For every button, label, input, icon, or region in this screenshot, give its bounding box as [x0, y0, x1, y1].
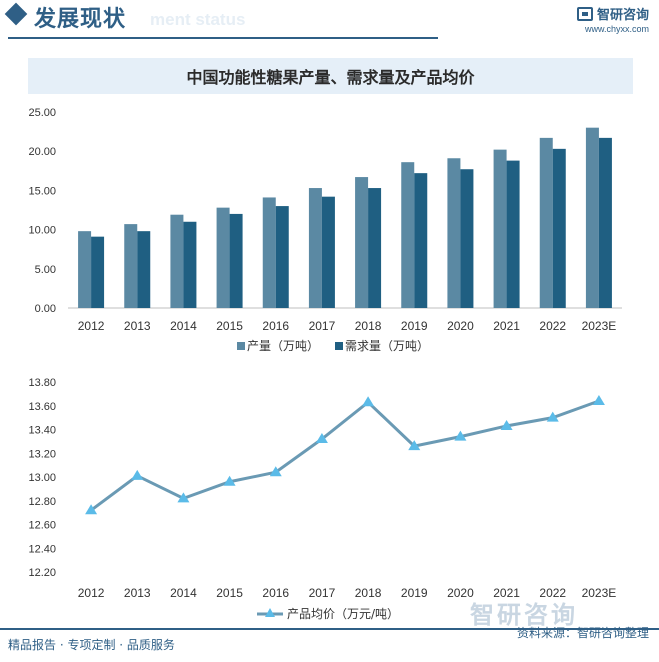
- y-tick-label: 13.00: [28, 472, 56, 484]
- price-line: [90, 399, 600, 512]
- x-tick-label: 2022: [539, 586, 566, 600]
- x-tick-label: 2013: [124, 586, 151, 600]
- y-tick-label: 12.80: [28, 496, 56, 508]
- price-point: [85, 504, 98, 515]
- section-subtitle-ghost: ment status: [150, 10, 246, 29]
- price-point: [546, 411, 559, 422]
- x-tick-label: 2023E: [582, 319, 617, 333]
- chart-title: 中国功能性糖果产量、需求量及产品均价: [186, 68, 475, 87]
- price-point: [315, 433, 328, 443]
- bar-demand: [460, 169, 474, 308]
- bar-chart: 0.00 5.00 10.00 15.00 20.00 25.00 2012 2013 201…: [28, 107, 622, 353]
- bar-demand: [275, 206, 289, 308]
- x-tick-label: 2015: [216, 586, 243, 600]
- y-tick-label: 13.20: [28, 448, 56, 460]
- header-divider: [8, 37, 438, 39]
- y-tick-label: 13.60: [28, 401, 56, 413]
- bar-production: [262, 197, 276, 308]
- x-tick-label: 2014: [170, 586, 197, 600]
- bar-production: [216, 207, 230, 308]
- brand-logo: 智研咨询 www.chyxx.com: [576, 4, 649, 34]
- x-tick-label: 2018: [355, 319, 382, 333]
- bar-production: [308, 188, 322, 308]
- x-tick-label: 2021: [493, 319, 520, 333]
- bar-demand: [506, 160, 520, 308]
- y-tick-label: 12.60: [28, 520, 56, 532]
- bar-production: [585, 127, 599, 309]
- bar-demand: [368, 188, 382, 308]
- y-tick-label: 15.00: [28, 185, 56, 197]
- x-tick-label: 2017: [309, 586, 336, 600]
- y-tick-label: 12.40: [28, 543, 56, 555]
- price-point: [223, 475, 236, 486]
- section-title: 发展现状: [34, 7, 127, 32]
- price-point: [269, 466, 282, 477]
- price-point: [592, 395, 605, 405]
- x-tick-label: 2014: [170, 319, 197, 333]
- x-tick-label: 2016: [262, 586, 289, 600]
- header: 发展现状 ment status 智研咨询 www.chyxx.com: [0, 0, 659, 42]
- y-tick-label: 25.00: [28, 107, 56, 119]
- legend-marker: [265, 608, 275, 617]
- brand-name: 智研咨询: [596, 8, 649, 23]
- bar-production: [493, 149, 507, 308]
- legend-swatch: [335, 342, 343, 350]
- legend-swatch: [237, 342, 245, 350]
- y-tick-label: 13.40: [28, 425, 56, 437]
- bar-demand: [229, 213, 243, 308]
- x-tick-label: 2016: [262, 319, 289, 333]
- price-point: [177, 492, 190, 503]
- x-tick-label: 2023E: [582, 586, 617, 600]
- price-point: [362, 396, 375, 407]
- x-tick-label: 2019: [401, 319, 428, 333]
- bar-demand: [91, 236, 105, 308]
- x-tick-label: 2017: [309, 319, 336, 333]
- bar-production: [170, 214, 184, 308]
- bar-demand: [183, 221, 197, 308]
- bar-production: [447, 158, 461, 308]
- bar-production: [401, 162, 415, 308]
- legend-label: 产品均价（万元/吨）: [287, 607, 399, 621]
- footer-tagline: 精品报告 · 专项定制 · 品质服务: [8, 638, 175, 652]
- x-tick-label: 2020: [447, 586, 474, 600]
- price-point: [408, 440, 421, 451]
- y-tick-label: 12.20: [28, 567, 56, 579]
- x-tick-label: 2018: [355, 586, 382, 600]
- bar-production: [124, 224, 138, 308]
- y-tick-label: 20.00: [28, 146, 56, 158]
- chart-title-band: [28, 58, 633, 94]
- x-tick-label: 2019: [401, 586, 428, 600]
- bar-production: [78, 231, 92, 308]
- x-tick-label: 2013: [124, 319, 151, 333]
- price-point: [454, 430, 467, 441]
- price-point: [131, 469, 144, 480]
- bar-demand: [552, 148, 566, 308]
- diamond-icon: [4, 2, 28, 26]
- line-chart: 12.20 12.40 12.60 12.80 13.00 13.20 13.40 13.60…: [28, 377, 617, 621]
- bar-production: [539, 137, 553, 308]
- brand-mark-icon: [576, 6, 593, 21]
- footer-divider: [0, 628, 659, 630]
- y-tick-label: 0.00: [35, 303, 56, 315]
- legend-label: 需求量（万吨）: [345, 339, 429, 353]
- x-tick-label: 2012: [78, 586, 105, 600]
- legend-label: 产量（万吨）: [247, 339, 319, 353]
- bar-demand: [598, 137, 612, 308]
- watermark-logo: 智研咨询: [470, 601, 578, 629]
- y-tick-label: 10.00: [28, 225, 56, 237]
- x-tick-label: 2021: [493, 586, 520, 600]
- y-tick-label: 5.00: [35, 264, 56, 276]
- brand-url: www.chyxx.com: [584, 24, 649, 34]
- bar-demand: [137, 231, 151, 308]
- x-tick-label: 2020: [447, 319, 474, 333]
- x-tick-label: 2015: [216, 319, 243, 333]
- y-tick-label: 13.80: [28, 377, 56, 389]
- x-tick-label: 2012: [78, 319, 105, 333]
- price-point: [500, 419, 513, 430]
- bar-production: [355, 177, 369, 308]
- bar-demand: [321, 196, 335, 308]
- x-tick-label: 2022: [539, 319, 566, 333]
- data-source: 资料来源：智研咨询整理: [516, 626, 649, 640]
- bar-demand: [414, 173, 428, 308]
